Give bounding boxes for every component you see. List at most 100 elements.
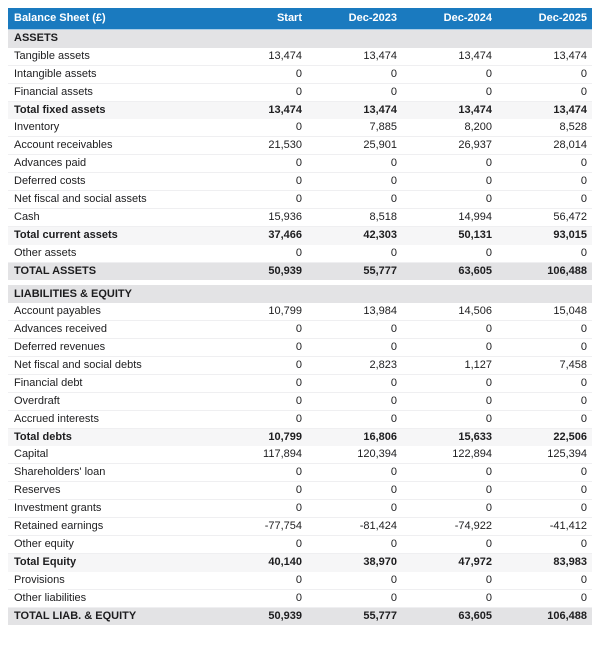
table-row: Capital 117,894 120,394 122,894 125,394 bbox=[8, 446, 592, 465]
cell-dec-2023: 25,901 bbox=[363, 139, 397, 152]
table-row: Deferred revenues 0 0 0 0 bbox=[8, 339, 592, 358]
cell-dec-2023: 0 bbox=[390, 412, 397, 425]
balance-sheet-table: Balance Sheet (£) Start Dec-2023 Dec-202… bbox=[8, 8, 592, 626]
table-row: Investment grants 0 0 0 0 bbox=[8, 500, 592, 519]
cell-dec-2023: 2,823 bbox=[369, 358, 397, 371]
cell-dec-2024: 50,131 bbox=[458, 229, 492, 242]
cell-start: 0 bbox=[295, 394, 302, 407]
cell-dec-2025: 0 bbox=[580, 175, 587, 188]
cell-dec-2024: 122,894 bbox=[452, 448, 492, 461]
table-row: Financial debt 0 0 0 0 bbox=[8, 374, 592, 393]
table-row: Total Equity 40,140 38,970 47,972 83,983 bbox=[8, 553, 592, 572]
cell-dec-2024: 0 bbox=[485, 85, 492, 98]
cell-dec-2025: 0 bbox=[580, 394, 587, 407]
row-label: Overdraft bbox=[14, 395, 60, 407]
cell-start: 0 bbox=[295, 412, 302, 425]
cell-dec-2023: 0 bbox=[390, 537, 397, 550]
table-header-row: Balance Sheet (£) Start Dec-2023 Dec-202… bbox=[8, 8, 592, 30]
table-row: Account payables 10,799 13,984 14,506 15… bbox=[8, 303, 592, 322]
cell-dec-2025: 0 bbox=[580, 157, 587, 170]
cell-dec-2024: 0 bbox=[485, 192, 492, 205]
cell-dec-2025: 0 bbox=[580, 537, 587, 550]
table-row: Net fiscal and social assets 0 0 0 0 bbox=[8, 191, 592, 209]
table-row: Shareholders' loan 0 0 0 0 bbox=[8, 464, 592, 483]
cell-start: 0 bbox=[295, 573, 302, 586]
cell-start: 37,466 bbox=[268, 229, 302, 242]
cell-dec-2023: -81,424 bbox=[359, 519, 397, 532]
cell-dec-2025: 93,015 bbox=[553, 229, 587, 242]
cell-dec-2024: 0 bbox=[485, 394, 492, 407]
row-label: Total Equity bbox=[14, 557, 77, 569]
cell-dec-2023: 13,474 bbox=[363, 104, 397, 116]
cell-start: 13,474 bbox=[268, 49, 302, 62]
table-title: Balance Sheet (£) bbox=[14, 13, 106, 24]
cell-start: 13,474 bbox=[268, 104, 302, 116]
cell-dec-2024: 0 bbox=[485, 157, 492, 170]
cell-dec-2024: 13,474 bbox=[458, 104, 492, 116]
cell-dec-2023: 0 bbox=[390, 484, 397, 497]
cell-dec-2025: 106,488 bbox=[547, 609, 587, 622]
cell-dec-2024: 13,474 bbox=[458, 49, 492, 62]
row-label: Account payables bbox=[14, 306, 101, 318]
cell-dec-2023: 0 bbox=[390, 466, 397, 479]
cell-dec-2024: 0 bbox=[485, 466, 492, 479]
row-label: Tangible assets bbox=[14, 50, 90, 62]
row-label: Inventory bbox=[14, 122, 60, 134]
cell-dec-2025: 28,014 bbox=[553, 139, 587, 152]
cell-dec-2023: 0 bbox=[390, 573, 397, 586]
table-row: TOTAL ASSETS 50,939 55,777 63,605 106,48… bbox=[8, 262, 592, 281]
cell-start: 21,530 bbox=[268, 139, 302, 152]
cell-dec-2023: 55,777 bbox=[363, 609, 397, 622]
cell-dec-2025: 0 bbox=[580, 484, 587, 497]
row-label: Intangible assets bbox=[14, 68, 97, 80]
row-label: Total fixed assets bbox=[14, 105, 106, 116]
table-row: Other assets 0 0 0 0 bbox=[8, 244, 592, 263]
cell-dec-2024: 0 bbox=[485, 537, 492, 550]
cell-start: 0 bbox=[295, 85, 302, 98]
cell-dec-2025: 0 bbox=[580, 246, 587, 259]
cell-dec-2023: 8,518 bbox=[369, 210, 397, 223]
cell-dec-2024: 14,506 bbox=[458, 305, 492, 318]
row-label: Other assets bbox=[14, 247, 77, 259]
row-label: Financial assets bbox=[14, 86, 93, 98]
row-label: Total debts bbox=[14, 432, 72, 444]
cell-dec-2024: 0 bbox=[485, 323, 492, 336]
cell-dec-2023: 16,806 bbox=[363, 431, 397, 444]
cell-dec-2024: 8,200 bbox=[464, 121, 492, 134]
cell-dec-2023: 0 bbox=[390, 67, 397, 80]
cell-dec-2024: 47,972 bbox=[458, 556, 492, 569]
cell-start: -77,754 bbox=[264, 519, 302, 532]
cell-start: 0 bbox=[295, 591, 302, 604]
row-label: Investment grants bbox=[14, 503, 102, 515]
table-row: TOTAL LIAB. & EQUITY 50,939 55,777 63,60… bbox=[8, 607, 592, 626]
cell-dec-2024: 0 bbox=[485, 502, 492, 515]
cell-dec-2023: 0 bbox=[390, 394, 397, 407]
table-row: Financial assets 0 0 0 0 bbox=[8, 83, 592, 102]
row-label: TOTAL LIAB. & EQUITY bbox=[14, 610, 137, 622]
table-row: Intangible assets 0 0 0 0 bbox=[8, 65, 592, 84]
cell-dec-2023: 0 bbox=[390, 502, 397, 515]
cell-dec-2023: 7,885 bbox=[369, 121, 397, 134]
table-row: Other equity 0 0 0 0 bbox=[8, 535, 592, 554]
cell-dec-2024: 0 bbox=[485, 67, 492, 80]
cell-dec-2025: 0 bbox=[580, 412, 587, 425]
table-row: Advances paid 0 0 0 0 bbox=[8, 155, 592, 174]
cell-dec-2023: 42,303 bbox=[363, 229, 397, 242]
cell-dec-2025: 106,488 bbox=[547, 265, 587, 278]
cell-dec-2025: 22,506 bbox=[553, 431, 587, 444]
cell-start: 0 bbox=[295, 157, 302, 170]
section-label: ASSETS bbox=[14, 33, 59, 45]
cell-start: 0 bbox=[295, 192, 302, 205]
cell-dec-2024: 1,127 bbox=[464, 358, 492, 371]
cell-dec-2023: 38,970 bbox=[363, 556, 397, 569]
cell-start: 0 bbox=[295, 341, 302, 354]
table-row: Deferred costs 0 0 0 0 bbox=[8, 173, 592, 192]
cell-dec-2025: 15,048 bbox=[553, 305, 587, 318]
cell-start: 50,939 bbox=[268, 265, 302, 278]
cell-dec-2025: 0 bbox=[580, 323, 587, 336]
table-row: Account receivables 21,530 25,901 26,937… bbox=[8, 137, 592, 156]
cell-dec-2025: 0 bbox=[580, 502, 587, 515]
cell-dec-2025: -41,412 bbox=[549, 519, 587, 532]
table-row: Cash 15,936 8,518 14,994 56,472 bbox=[8, 208, 592, 227]
table-body: ASSETS Tangible assets 13,474 13,474 13,… bbox=[8, 30, 592, 626]
